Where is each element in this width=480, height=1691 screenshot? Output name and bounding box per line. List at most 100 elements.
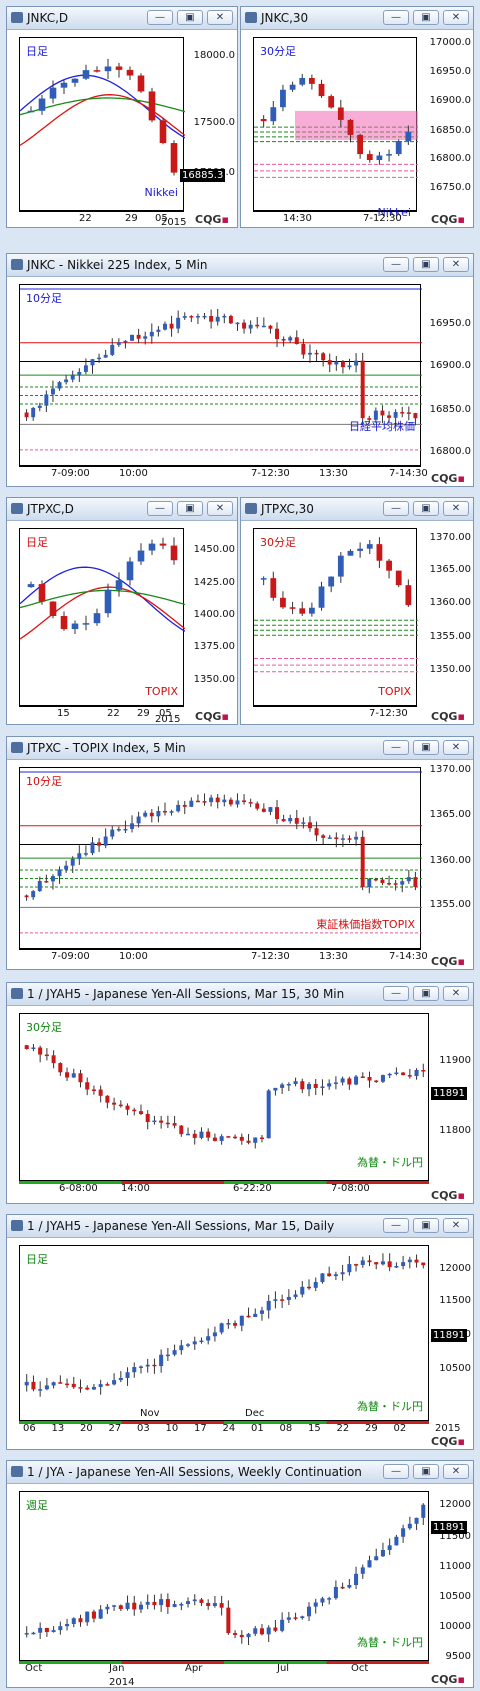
y-axis-tick-label: 11000 [439, 1561, 471, 1572]
chart-plot-area[interactable]: 30分足 Nikkei [253, 37, 418, 219]
cqg-logo: CQG▪ [431, 213, 465, 226]
chart-plot-area[interactable]: 10分足 日経平均株価 [19, 284, 422, 466]
close-button[interactable]: ✕ [443, 10, 469, 25]
candlestick [340, 1076, 345, 1086]
title-bar[interactable]: JTPXC,30 — ▣ ✕ [241, 498, 473, 521]
chart-plot-area[interactable]: 日足 TOPIX [19, 528, 185, 706]
title-bar[interactable]: JNKC,D — ▣ ✕ [7, 7, 237, 30]
candlestick [293, 1077, 298, 1087]
chart-plot-area[interactable]: 30分足 TOPIX [253, 528, 418, 706]
candlestick [380, 1253, 385, 1266]
title-bar[interactable]: 1 / JYAH5 - Japanese Yen-All Sessions, M… [7, 1215, 473, 1238]
close-button[interactable]: ✕ [207, 10, 233, 25]
close-button[interactable]: ✕ [443, 740, 469, 755]
candlestick [246, 1632, 251, 1646]
y-axis-tick-label: 16950.0 [429, 66, 471, 77]
chart-plot-area[interactable]: 日足 為替・ドル円 Nov Dec [19, 1245, 429, 1421]
candlestick [152, 1115, 157, 1125]
restore-button[interactable]: ▣ [413, 1218, 439, 1233]
restore-button[interactable]: ▣ [413, 10, 439, 25]
minimize-button[interactable]: — [383, 1464, 409, 1479]
candlestick [64, 860, 69, 873]
x-axis-tick-label: 20 [80, 1423, 93, 1434]
candlestick [98, 1085, 103, 1103]
candlestick [71, 1068, 76, 1078]
close-button[interactable]: ✕ [443, 1464, 469, 1479]
candlestick [261, 803, 266, 813]
candlestick [199, 1337, 204, 1344]
candlestick [406, 406, 411, 421]
candlestick [293, 1290, 298, 1300]
candlestick [148, 539, 156, 556]
title-bar[interactable]: 1 / JYA - Japanese Yen-All Sessions, Wee… [7, 1461, 473, 1484]
session-strip [19, 1661, 429, 1664]
close-button[interactable]: ✕ [443, 986, 469, 1001]
candlestick [401, 1071, 406, 1076]
instrument-tag: 為替・ドル円 [357, 1156, 423, 1169]
restore-button[interactable]: ▣ [413, 1464, 439, 1479]
minimize-button[interactable]: — [383, 740, 409, 755]
cqg-logo-text: CQG [431, 1673, 458, 1686]
candlestick [414, 1254, 419, 1268]
candlestick [393, 409, 398, 423]
restore-button[interactable]: ▣ [413, 257, 439, 272]
y-axis-tick-label: 16800.0 [429, 153, 471, 164]
chart-plot-area[interactable]: 30分足 為替・ドル円 [19, 1013, 429, 1181]
candlestick [136, 328, 141, 344]
candlestick [132, 1362, 137, 1378]
candlestick [270, 100, 277, 125]
candlestick [380, 877, 385, 886]
restore-button[interactable]: ▣ [413, 740, 439, 755]
candlestick [97, 838, 102, 852]
candlestick [387, 411, 392, 423]
cqg-logo-text: CQG [195, 213, 222, 226]
candlestick [58, 1621, 63, 1635]
candlestick [273, 1619, 278, 1633]
candlestick [421, 1262, 426, 1269]
candlestick [222, 313, 227, 324]
close-button[interactable]: ✕ [443, 501, 469, 516]
title-bar[interactable]: JTPXC - TOPIX Index, 5 Min — ▣ ✕ [7, 737, 473, 760]
minimize-button[interactable]: — [383, 1218, 409, 1233]
title-bar[interactable]: JNKC - Nikkei 225 Index, 5 Min — ▣ ✕ [7, 254, 473, 277]
candlestick [189, 315, 194, 322]
x-axis-tick-label: 13 [51, 1423, 65, 1434]
restore-button[interactable]: ▣ [177, 10, 203, 25]
candlestick [301, 817, 306, 829]
close-button[interactable]: ✕ [207, 501, 233, 516]
close-button[interactable]: ✕ [443, 257, 469, 272]
chart-plot-area[interactable]: 10分足 東証株価指数TOPIX [19, 767, 422, 949]
moving-average-line [20, 566, 185, 632]
candlestick [71, 620, 79, 634]
candlestick [24, 894, 29, 901]
chart-plot-area[interactable]: 週足 為替・ドル円 [19, 1491, 429, 1661]
candlestick [118, 1604, 123, 1612]
minimize-button[interactable]: — [383, 501, 409, 516]
candlestick [31, 1044, 36, 1052]
candlestick [260, 576, 267, 586]
cqg-logo-mark: ▪ [221, 710, 229, 723]
minimize-button[interactable]: — [383, 10, 409, 25]
candlestick [44, 1048, 49, 1061]
candlestick [318, 79, 325, 98]
candlestick-chart [20, 537, 185, 640]
chart-plot-area[interactable]: 日足 Nikkei [19, 37, 185, 211]
close-button[interactable]: ✕ [443, 1218, 469, 1233]
restore-button[interactable]: ▣ [413, 986, 439, 1001]
minimize-button[interactable]: — [383, 986, 409, 1001]
candlestick [90, 359, 95, 374]
title-bar[interactable]: JNKC,30 — ▣ ✕ [241, 7, 473, 30]
restore-button[interactable]: ▣ [413, 501, 439, 516]
candlestick [354, 1074, 359, 1086]
restore-button[interactable]: ▣ [177, 501, 203, 516]
candlestick [334, 832, 339, 848]
minimize-button[interactable]: — [147, 501, 173, 516]
title-bar[interactable]: 1 / JYAH5 - Japanese Yen-All Sessions, M… [7, 983, 473, 1006]
candlestick [405, 579, 412, 607]
candlestick [159, 1349, 164, 1373]
minimize-button[interactable]: — [383, 257, 409, 272]
current-price-label: 16885.3 [180, 169, 226, 182]
x-axis-tick-label: 05 [155, 213, 168, 224]
title-bar[interactable]: JTPXC,D — ▣ ✕ [7, 498, 237, 521]
minimize-button[interactable]: — [147, 10, 173, 25]
